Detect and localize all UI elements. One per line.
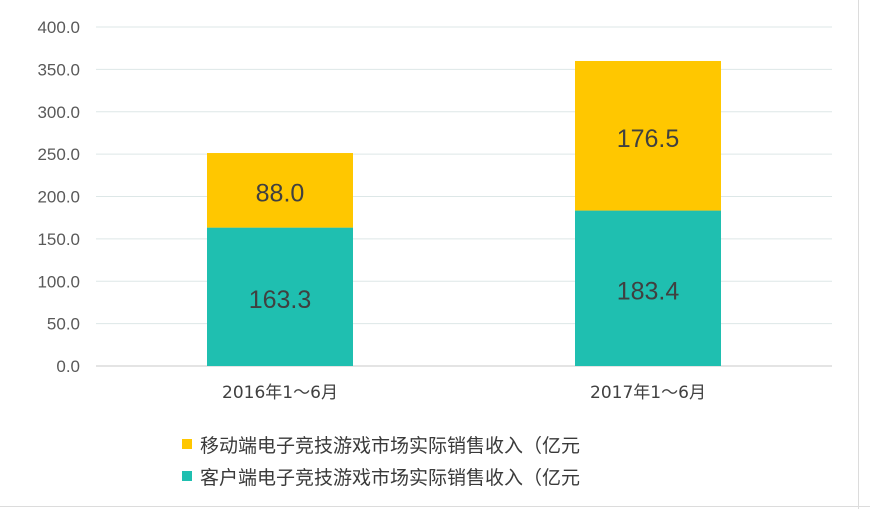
data-label: 88.0 <box>256 179 305 207</box>
data-label: 183.4 <box>617 277 680 305</box>
y-tick-label: 350.0 <box>37 60 80 79</box>
y-tick-label: 300.0 <box>37 103 80 122</box>
bar-segment <box>207 153 353 228</box>
x-tick-label: 2017年1～6月 <box>590 383 706 403</box>
data-label: 163.3 <box>249 286 312 314</box>
bar-segment <box>575 210 721 366</box>
stacked-bar-chart: 0.0 50.0 100.0 150.0 200.0 250.0 300.0 350.0 400… <box>37 18 832 403</box>
bar-segment <box>207 227 353 366</box>
legend-label-client: 客户端电子竞技游戏市场实际销售收入（亿元 <box>200 466 581 489</box>
legend-item-client: 客户端电子竞技游戏市场实际销售收入（亿元 <box>182 460 580 492</box>
y-tick-label: 400.0 <box>37 18 80 37</box>
y-tick-label: 50.0 <box>47 315 80 334</box>
y-tick-label: 150.0 <box>37 230 80 249</box>
y-tick-label: 250.0 <box>37 145 80 164</box>
y-tick-label: 200.0 <box>37 188 80 207</box>
legend: 移动端电子竞技游戏市场实际销售收入（亿元 客户端电子竞技游戏市场实际销售收入（亿… <box>182 428 580 492</box>
data-label: 176.5 <box>617 125 680 153</box>
legend-label-mobile: 移动端电子竞技游戏市场实际销售收入（亿元 <box>200 434 581 457</box>
chart-right-border <box>858 0 859 509</box>
legend-swatch-client <box>182 471 192 481</box>
x-tick-label: 2016年1～6月 <box>222 383 338 403</box>
y-tick-label: 100.0 <box>37 272 80 291</box>
y-tick-label: 0.0 <box>56 357 80 376</box>
legend-swatch-mobile <box>182 439 192 449</box>
chart-bottom-border <box>0 506 870 507</box>
bar-segment <box>575 60 721 211</box>
legend-item-mobile: 移动端电子竞技游戏市场实际销售收入（亿元 <box>182 428 580 460</box>
